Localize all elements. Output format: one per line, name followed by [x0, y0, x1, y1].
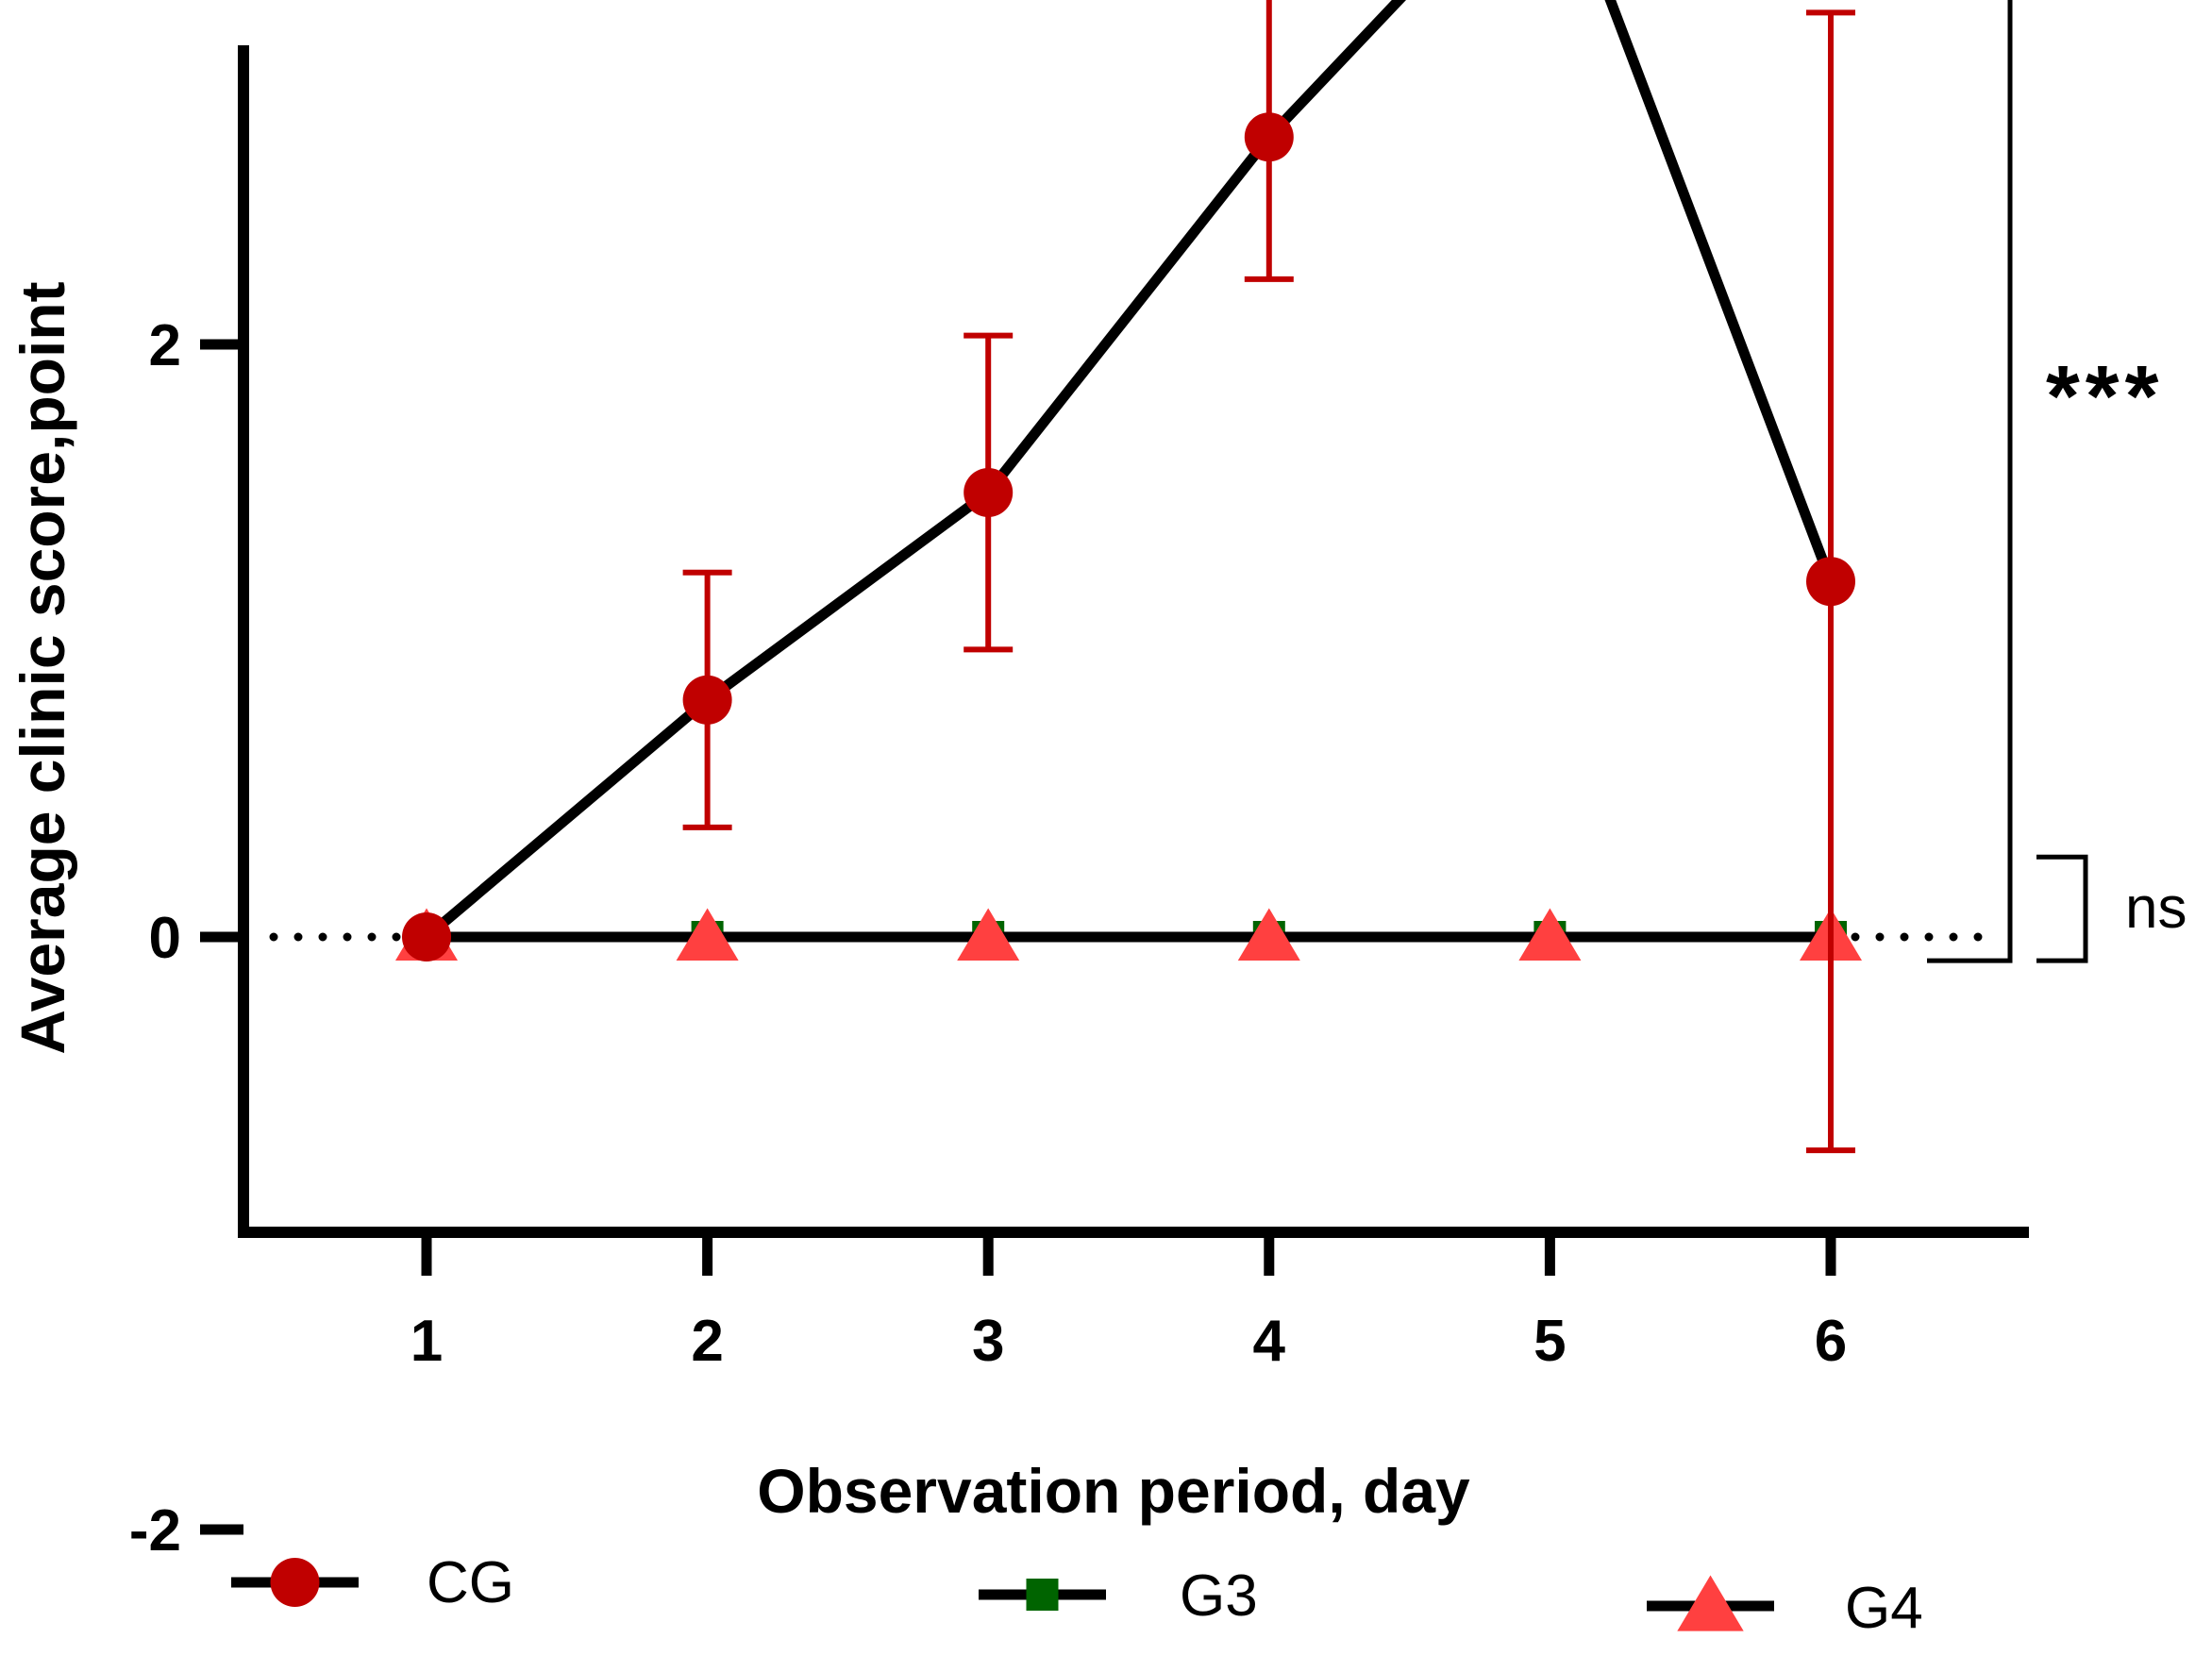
data-point-g4 [1518, 908, 1582, 961]
y-axis-title: Average clinic score,point [8, 281, 77, 1054]
x-tick-label: 2 [691, 1309, 723, 1374]
x-axis-title: Observation period, day [757, 1456, 1470, 1526]
legend-label: CG [427, 1550, 514, 1615]
x-tick-label: 3 [972, 1309, 1004, 1374]
y-ticks: -20246 [129, 313, 243, 1563]
significance-label-ns: ns [2125, 876, 2187, 941]
y-tick-label: 2 [149, 313, 181, 378]
legend-label: G4 [1845, 1576, 1923, 1641]
data-point-cg [964, 468, 1014, 517]
x-tick-label: 1 [411, 1309, 443, 1374]
axes [238, 45, 2029, 1238]
legend: CG G3 G4 [231, 1550, 1923, 1641]
legend-marker-cg [270, 1558, 320, 1607]
x-tick-label: 4 [1253, 1309, 1286, 1374]
x-tick-label: 5 [1533, 1309, 1566, 1374]
legend-label: G3 [1180, 1563, 1258, 1629]
data-point-g4 [1237, 908, 1300, 961]
legend-marker-g3 [1026, 1579, 1059, 1611]
series-line-cg [423, 0, 1836, 942]
y-tick-label: -2 [129, 1498, 181, 1563]
legend-marker-g4 [1677, 1575, 1744, 1631]
significance-annotations: *** ns [1927, 0, 2187, 963]
data-point-g4 [957, 908, 1020, 961]
significance-bracket-large [1927, 0, 2013, 963]
significance-bracket-small [2036, 854, 2088, 963]
x-ticks: 1 2 3 4 5 6 [411, 1232, 1847, 1374]
data-point-cg [1244, 112, 1294, 162]
legend-item-g4: G4 [1647, 1575, 1923, 1641]
data-point-cg [1806, 557, 1855, 607]
legend-item-g3: G3 [979, 1563, 1258, 1629]
y-tick-label: 0 [149, 906, 181, 971]
series-cg [402, 0, 1855, 1154]
x-tick-label: 6 [1815, 1309, 1847, 1374]
data-point-g4 [676, 908, 739, 961]
legend-item-cg: CG [231, 1550, 514, 1615]
series-g4 [395, 908, 1862, 961]
data-point-cg [682, 675, 732, 725]
series-layer [395, 0, 1862, 1154]
significance-label-stars: *** [2046, 348, 2164, 444]
data-point-cg [402, 912, 451, 961]
